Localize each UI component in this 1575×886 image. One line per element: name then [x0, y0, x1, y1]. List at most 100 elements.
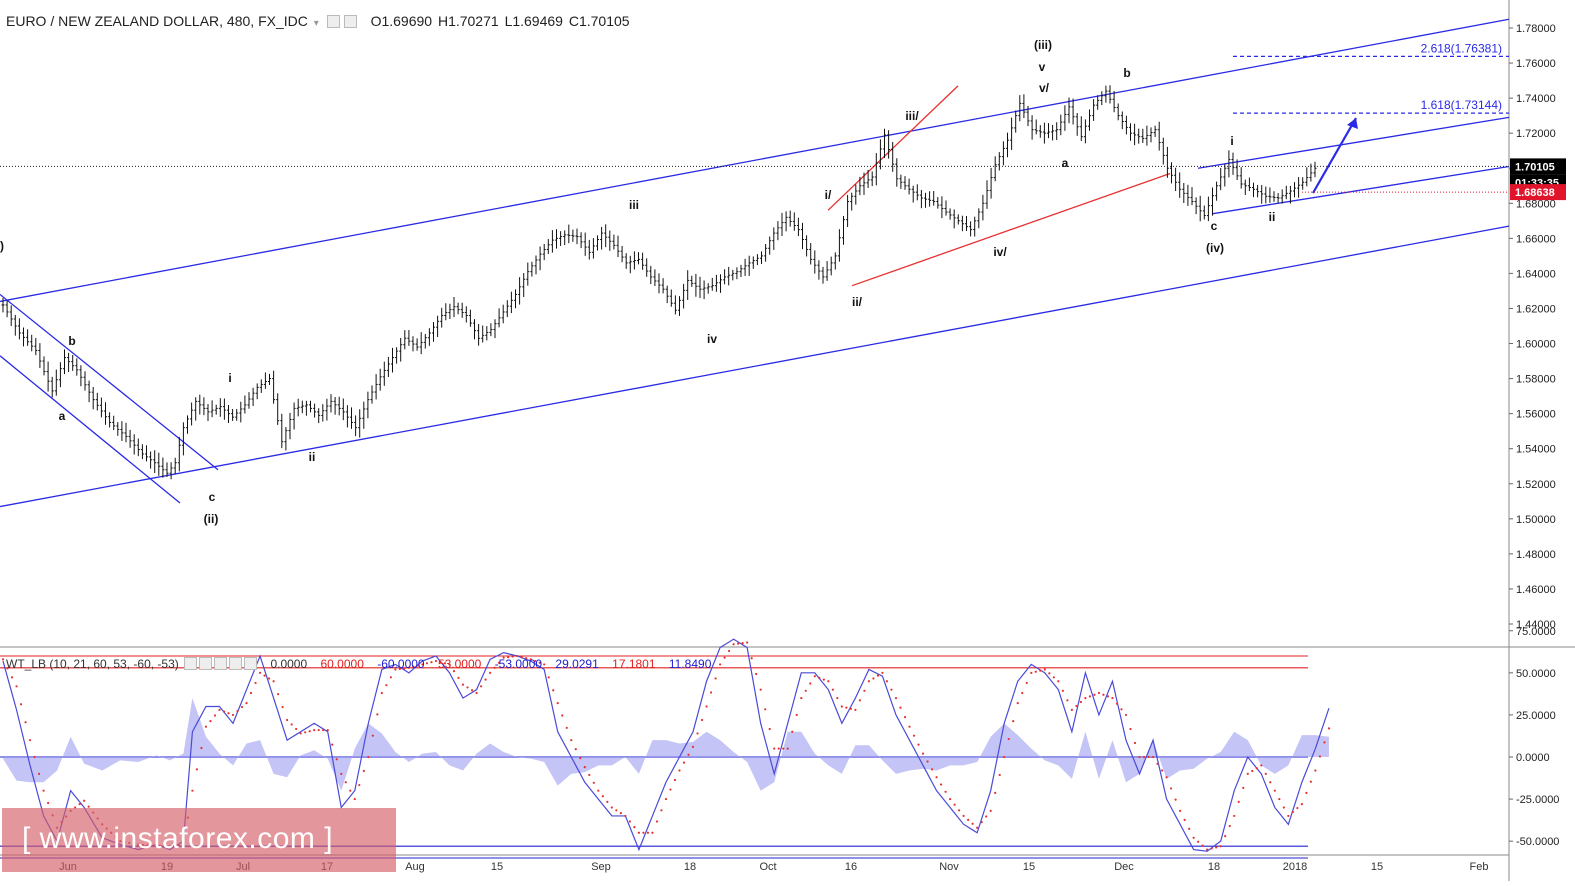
- projection-arrow-head: [1347, 118, 1358, 129]
- wt2-dot: [921, 752, 925, 755]
- wt2-dot: [1269, 781, 1272, 784]
- wt2-dot: [389, 676, 392, 679]
- wt2-dot: [6, 667, 9, 670]
- wt2-dot: [78, 803, 81, 806]
- wt2-dot: [371, 734, 374, 737]
- wt2-dot: [1111, 696, 1114, 700]
- wt2-dot: [340, 772, 343, 775]
- wt2-dot: [484, 678, 487, 681]
- indicator-more-icon[interactable]: [244, 657, 258, 670]
- wt2-dot: [272, 680, 275, 683]
- wt2-dot: [958, 809, 961, 812]
- wt2-dot: [47, 801, 50, 805]
- wt2-dot: [1061, 689, 1064, 692]
- wt2-dot: [1219, 845, 1222, 848]
- wt2-dot: [394, 668, 397, 671]
- wt2-dot: [908, 725, 911, 728]
- wt2-dot: [520, 656, 523, 659]
- indicator-histogram: [3, 698, 1329, 791]
- wt2-dot: [624, 814, 627, 818]
- wt2-dot: [308, 730, 311, 733]
- wt2-dot: [777, 747, 780, 750]
- settings-icon[interactable]: [343, 15, 357, 28]
- wt2-dot: [1327, 727, 1331, 730]
- wt2-dot: [322, 728, 325, 732]
- wt2-dot: [1246, 772, 1249, 775]
- visibility-icon[interactable]: [326, 15, 340, 28]
- price-tick-label: 1.58000: [1516, 374, 1556, 386]
- indicator-name[interactable]: WT_LB (10, 21, 60, 53, -60, -53): [6, 657, 179, 671]
- wt2-dot: [1120, 708, 1123, 711]
- indicator-settings-icon[interactable]: [199, 657, 213, 670]
- wt2-dot: [434, 659, 438, 663]
- wt2-dot: [218, 708, 221, 711]
- wt2-dot: [1233, 814, 1236, 818]
- symbol-title[interactable]: EURO / NEW ZEALAND DOLLAR, 480, FX_IDC: [6, 13, 308, 29]
- wave-label: c: [1211, 219, 1218, 233]
- wt2-dot: [87, 805, 90, 808]
- wt2-dot: [1048, 672, 1051, 675]
- indicator-close-icon[interactable]: [214, 657, 228, 670]
- wt2-dot: [894, 696, 898, 700]
- wt2-dot: [538, 661, 541, 664]
- wt2-dot: [1030, 671, 1033, 674]
- wt2-dot: [881, 671, 884, 674]
- wt2-dot: [1300, 803, 1303, 806]
- price-tick-label: 1.44000: [1516, 619, 1556, 631]
- price-tick-label: 1.68000: [1516, 198, 1556, 210]
- wt2-dot: [700, 718, 704, 722]
- price-tick-label: 1.76000: [1516, 58, 1556, 70]
- wt2-dot: [1088, 695, 1092, 698]
- wave-label: i: [1230, 134, 1233, 148]
- wt2-dot: [1192, 836, 1195, 839]
- wt2-dot: [935, 776, 938, 779]
- channel-lower-line: [0, 225, 1510, 508]
- time-axis-label: 15: [1371, 861, 1383, 873]
- time-axis-label: Aug: [405, 861, 425, 873]
- wt2-dot: [601, 795, 604, 798]
- wt2-dot: [746, 641, 749, 644]
- wt2-dot: [840, 705, 843, 708]
- wt2-dot: [1070, 708, 1073, 711]
- wt2-dot: [1138, 755, 1141, 759]
- wt2-dot: [728, 649, 731, 653]
- wt2-dot: [1201, 844, 1204, 847]
- wt2-dot: [926, 760, 929, 763]
- wt2-dot: [1016, 702, 1019, 705]
- wave-label: (ii): [204, 512, 219, 526]
- wt2-dot: [344, 781, 347, 784]
- wt2-dot: [962, 814, 965, 818]
- indicator-value-7: 11.8490: [668, 657, 712, 671]
- wt2-dot: [15, 685, 18, 688]
- wt2-dot: [1251, 769, 1254, 773]
- wt2-dot: [1079, 700, 1082, 704]
- time-axis-label: 2018: [1283, 861, 1307, 873]
- price-tick-label: 1.52000: [1516, 479, 1556, 491]
- wt2-dot: [1206, 848, 1209, 851]
- wt2-dot: [570, 739, 573, 742]
- wt2-dot: [1066, 699, 1069, 702]
- indicator-add-icon[interactable]: [229, 657, 243, 670]
- wt2-dot: [994, 791, 997, 795]
- indicator-visibility-icon[interactable]: [184, 657, 198, 670]
- symbol-dropdown-icon[interactable]: ▾: [313, 18, 319, 29]
- indicator-value-2: -60.0000: [377, 657, 425, 671]
- price-tick-label: 1.66000: [1516, 233, 1556, 245]
- wt2-dot: [213, 714, 217, 717]
- wt2-dot: [673, 778, 677, 782]
- wt2-dot: [1197, 840, 1200, 843]
- wt2-dot: [249, 691, 253, 695]
- wt2-dot: [646, 831, 650, 834]
- wt2-dot: [448, 663, 451, 666]
- wt2-dot: [439, 661, 442, 664]
- wt2-dot: [1323, 741, 1326, 744]
- wave-label: iii/: [905, 109, 919, 123]
- fib-target-label: 2.618(1.76381): [1421, 41, 1502, 55]
- wt2-dot: [258, 671, 262, 674]
- price-tick-label: 1.50000: [1516, 514, 1556, 526]
- wt2-dot: [813, 675, 816, 678]
- close-value: C1.70105: [568, 13, 630, 29]
- wt2-dot: [854, 708, 857, 711]
- wt2-dot: [1106, 695, 1110, 698]
